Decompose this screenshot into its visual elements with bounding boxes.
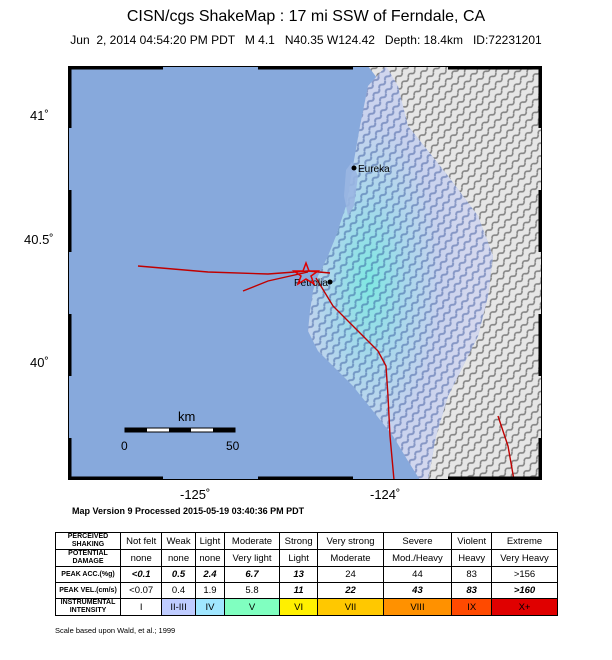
lat-label-41: 41˚ xyxy=(30,108,49,123)
shakemap-map[interactable]: Eureka Petrolia km 0 50 xyxy=(68,66,542,480)
event-details: Jun 2, 2014 04:54:20 PM PDT M 4.1 N40.35… xyxy=(70,33,542,47)
legend-cell: Very Heavy xyxy=(491,549,558,567)
lon-label-124: -124˚ xyxy=(370,487,401,502)
intensity-swatch: I xyxy=(119,598,163,616)
humboldt-bay xyxy=(344,162,358,216)
legend-cell: 0.4 xyxy=(161,582,196,599)
scale-unit: km xyxy=(178,409,195,424)
intensity-swatch: V xyxy=(224,598,280,616)
legend-cell: Mod./Heavy xyxy=(382,549,453,567)
intensity-swatch: VI xyxy=(278,598,319,616)
intensity-swatch: II-III xyxy=(161,598,196,616)
legend-cell: Moderate xyxy=(317,549,384,567)
legend-row-acc: PEAK ACC.(%g) <0.1 0.5 2.4 6.7 13 24 44 … xyxy=(55,566,558,583)
legend-cell: 44 xyxy=(382,566,453,583)
scale-start: 0 xyxy=(121,439,128,453)
legend-header-shaking: PERCEIVED SHAKING xyxy=(55,532,121,550)
legend-cell: none xyxy=(194,549,226,567)
legend-cell: 5.8 xyxy=(224,582,280,599)
epicenter-star-icon[interactable] xyxy=(291,260,321,286)
scale-bar xyxy=(124,427,236,433)
legend-cell: 2.4 xyxy=(194,566,226,583)
legend-cell: Heavy xyxy=(451,549,493,567)
legend-row-vel: PEAK VEL.(cm/s) <0.07 0.4 1.9 5.8 11 22 … xyxy=(55,582,558,599)
legend-cell: 83 xyxy=(451,566,493,583)
city-label-petrolia: Petrolia xyxy=(294,278,328,289)
legend-cell: Light xyxy=(278,549,319,567)
intensity-swatch: X+ xyxy=(491,598,558,616)
intensity-swatch: IX xyxy=(451,598,493,616)
legend-header-vel: PEAK VEL.(cm/s) xyxy=(55,582,121,599)
legend-cell: Violent xyxy=(451,532,493,550)
legend-cell: 6.7 xyxy=(224,566,280,583)
legend-row-damage: POTENTIAL DAMAGE none none none Very lig… xyxy=(55,549,558,567)
legend-cell: Very light xyxy=(224,549,280,567)
city-dot-petrolia[interactable] xyxy=(327,279,333,285)
map-version: Map Version 9 Processed 2015-05-19 03:40… xyxy=(72,506,305,516)
legend-cell: Weak xyxy=(161,532,196,550)
legend-cell: none xyxy=(119,549,163,567)
legend-cell: 0.5 xyxy=(161,566,196,583)
legend-row-shaking: PERCEIVED SHAKING Not felt Weak Light Mo… xyxy=(55,532,558,550)
legend-cell: Strong xyxy=(278,532,319,550)
legend-cell: 24 xyxy=(317,566,384,583)
city-label-eureka: Eureka xyxy=(358,164,390,175)
legend-cell: Light xyxy=(194,532,226,550)
legend-cell: 11 xyxy=(278,582,319,599)
legend-cell: none xyxy=(161,549,196,567)
legend-cell: 43 xyxy=(382,582,453,599)
scale-note: Scale based upon Wald, et al.; 1999 xyxy=(55,626,176,635)
intensity-legend: PERCEIVED SHAKING Not felt Weak Light Mo… xyxy=(55,532,558,616)
legend-cell: Very strong xyxy=(317,532,384,550)
intensity-swatch: VIII xyxy=(382,598,453,616)
legend-cell: <0.1 xyxy=(119,566,163,583)
intensity-swatch: VII xyxy=(317,598,384,616)
city-dot-eureka[interactable] xyxy=(351,165,357,171)
legend-cell: Extreme xyxy=(491,532,558,550)
legend-cell: 13 xyxy=(278,566,319,583)
legend-cell: Moderate xyxy=(224,532,280,550)
legend-cell: Not felt xyxy=(119,532,163,550)
legend-cell: Severe xyxy=(382,532,453,550)
legend-header-acc: PEAK ACC.(%g) xyxy=(55,566,121,583)
legend-row-intensity: INSTRUMENTAL INTENSITY I II-III IV V VI … xyxy=(55,598,558,616)
legend-cell: 22 xyxy=(317,582,384,599)
legend-cell: <0.07 xyxy=(119,582,163,599)
map-title: CISN/cgs ShakeMap : 17 mi SSW of Ferndal… xyxy=(126,8,486,25)
outside-region-terrain xyxy=(368,66,542,480)
legend-cell: >160 xyxy=(491,582,558,599)
legend-cell: 83 xyxy=(451,582,493,599)
lat-label-40-5: 40.5˚ xyxy=(24,232,54,247)
intensity-swatch: IV xyxy=(194,598,226,616)
lat-label-40: 40˚ xyxy=(30,355,49,370)
legend-header-damage: POTENTIAL DAMAGE xyxy=(55,549,121,567)
legend-cell: 1.9 xyxy=(194,582,226,599)
lon-label-125: -125˚ xyxy=(180,487,211,502)
map-frame-ticks xyxy=(68,66,542,480)
legend-header-intensity: INSTRUMENTAL INTENSITY xyxy=(55,598,121,616)
legend-cell: >156 xyxy=(491,566,558,583)
scale-end: 50 xyxy=(226,439,240,453)
